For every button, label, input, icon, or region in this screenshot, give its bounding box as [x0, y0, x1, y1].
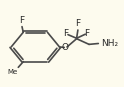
Text: F: F — [85, 29, 90, 38]
Text: NH₂: NH₂ — [101, 39, 118, 48]
Text: Me: Me — [7, 69, 18, 75]
Text: F: F — [63, 29, 69, 38]
Text: F: F — [75, 19, 80, 28]
Text: F: F — [19, 16, 25, 25]
Text: O: O — [62, 43, 69, 52]
